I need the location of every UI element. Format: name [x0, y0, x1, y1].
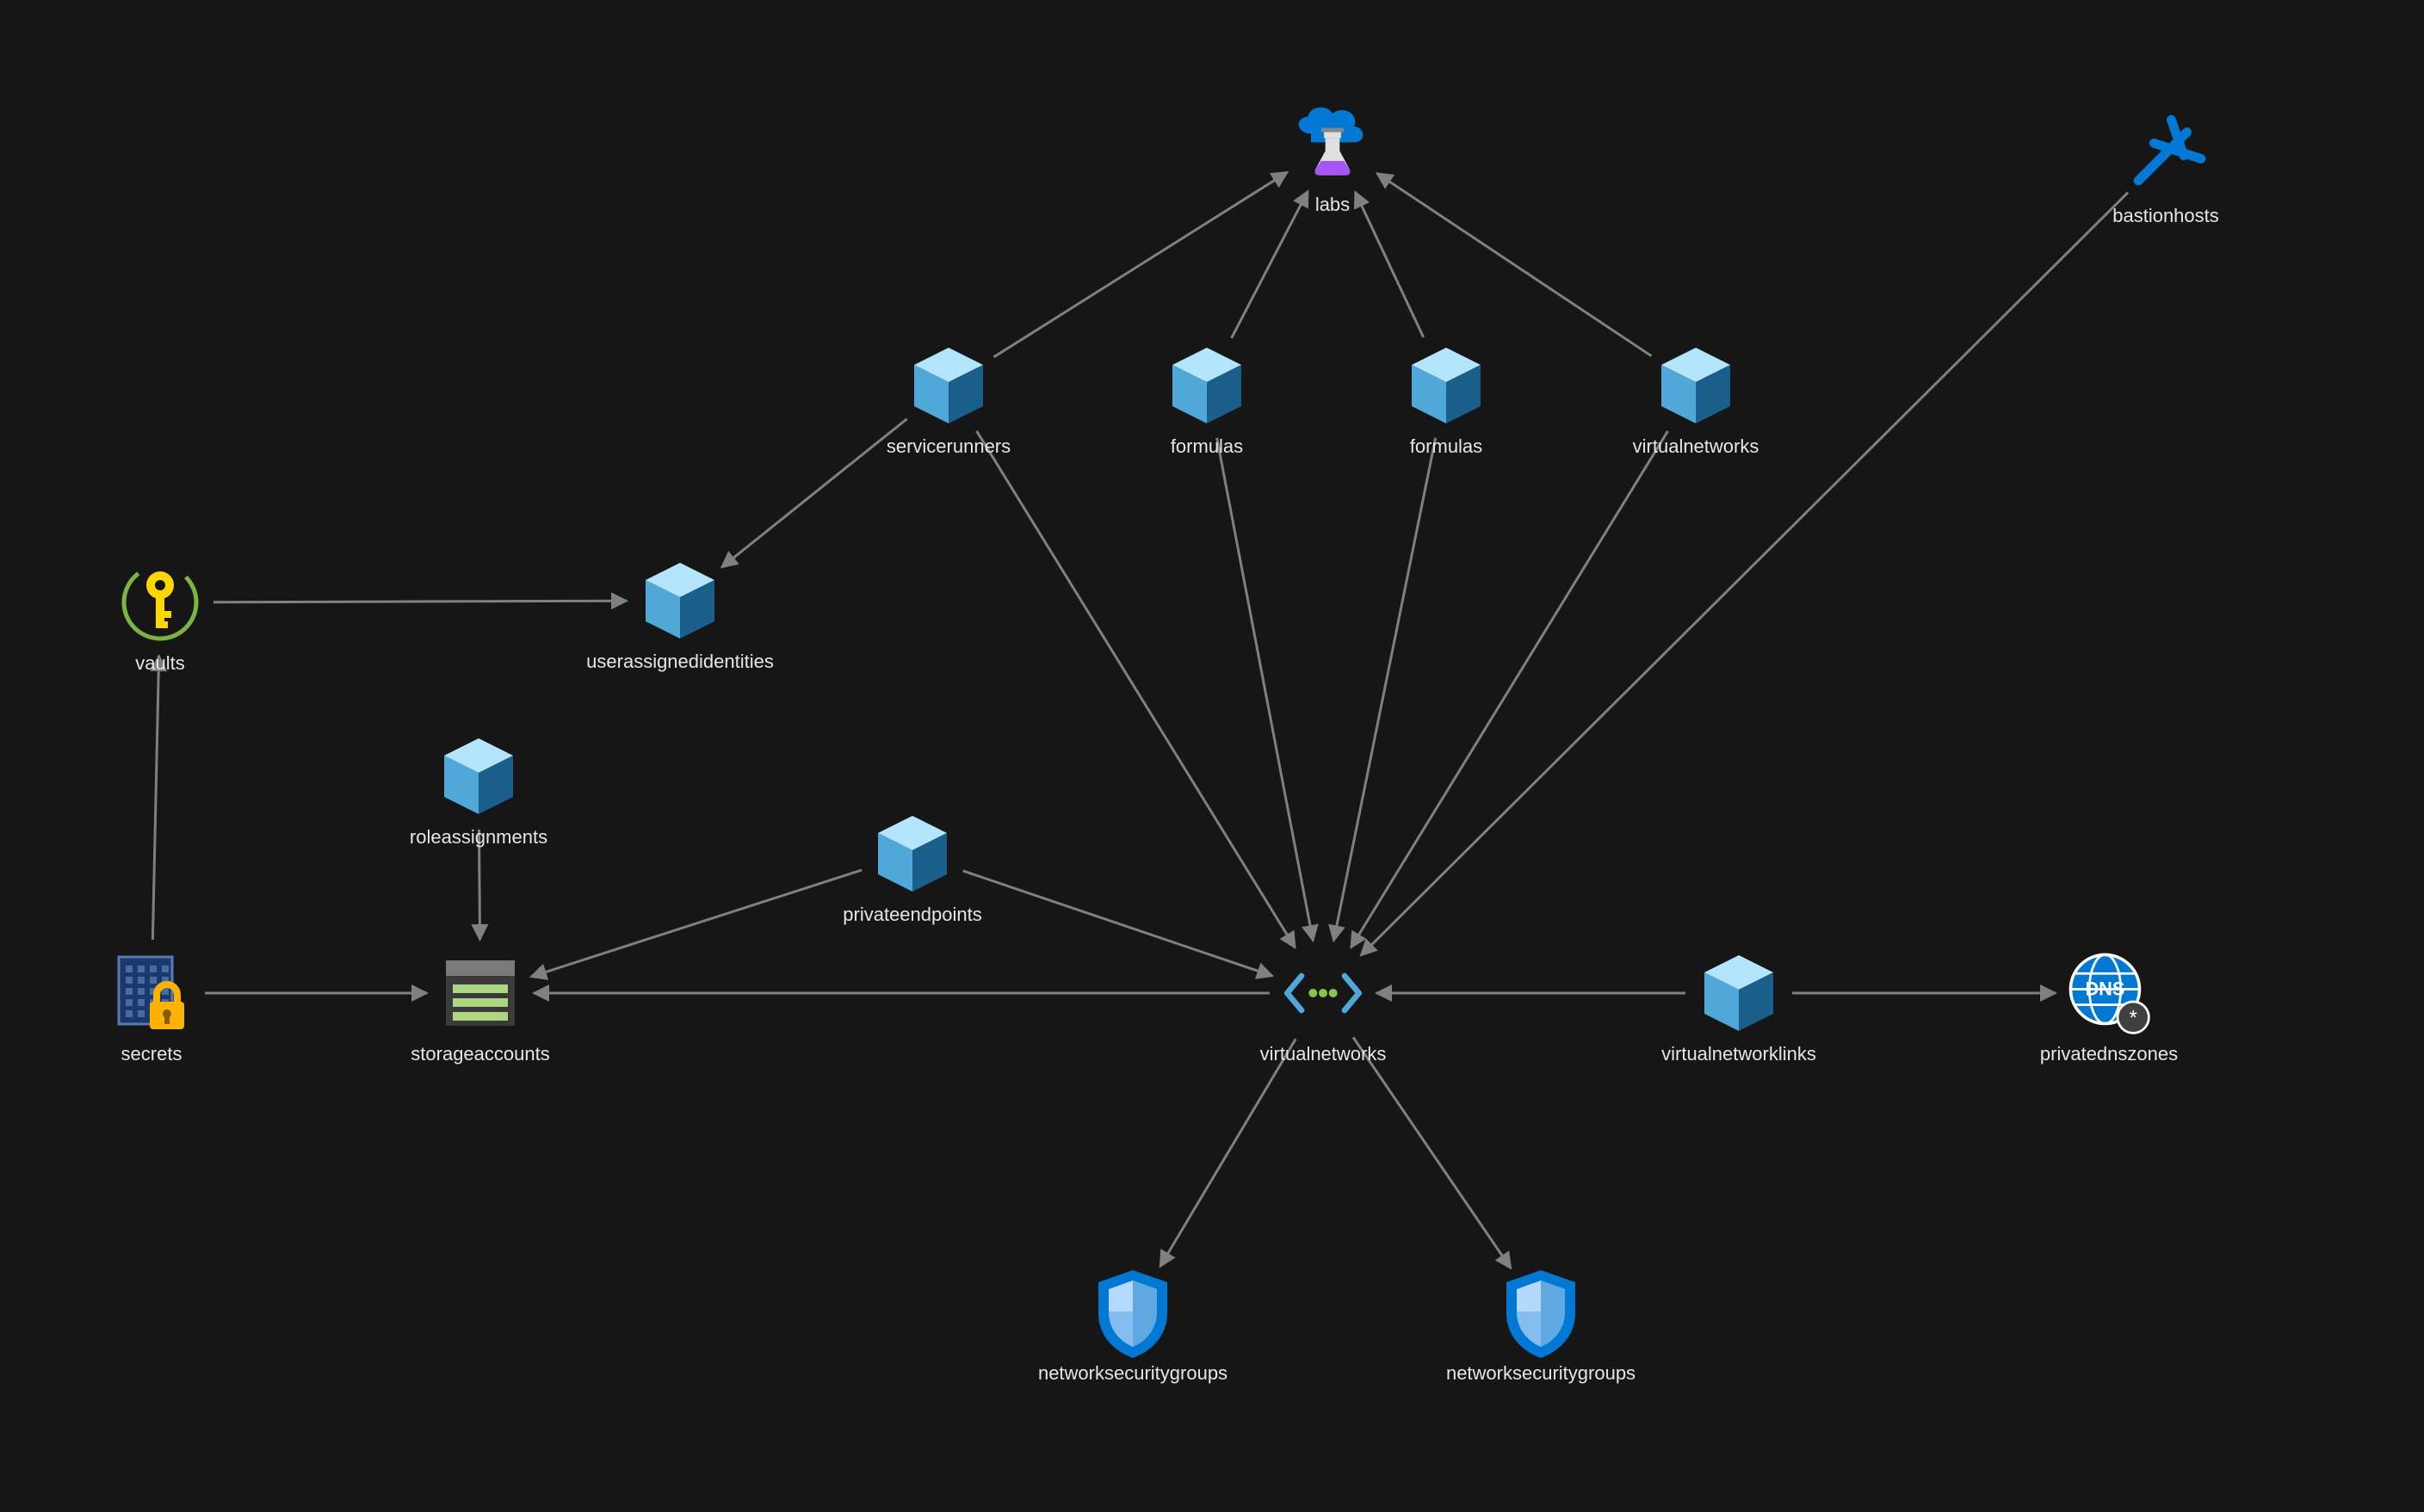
node-label: privateendpoints	[843, 904, 981, 926]
edge	[531, 870, 862, 977]
node-virtualnetworks_mid[interactable]: virtualnetworks	[1246, 950, 1401, 1065]
node-label: formulas	[1410, 435, 1482, 458]
node-virtualnetworks_top[interactable]: virtualnetworks	[1618, 343, 1773, 458]
node-bastionhosts[interactable]: bastionhosts	[2088, 112, 2243, 227]
cube-icon	[436, 733, 522, 819]
cube-icon	[1653, 343, 1739, 429]
edge	[977, 431, 1295, 947]
cube-icon	[1403, 343, 1489, 429]
svg-text:DNS: DNS	[2085, 978, 2124, 1000]
node-label: virtualnetworks	[1260, 1043, 1387, 1065]
node-label: labs	[1315, 194, 1350, 216]
labs-icon	[1289, 101, 1376, 187]
secret-icon	[108, 950, 195, 1036]
vnet-icon	[1280, 950, 1366, 1036]
node-vaults[interactable]: vaults	[83, 559, 238, 675]
svg-text:*: *	[2130, 1007, 2137, 1029]
node-label: privatednszones	[2040, 1043, 2178, 1065]
dns-icon: DNS *	[2066, 950, 2152, 1036]
node-labs[interactable]: labs	[1255, 101, 1410, 216]
node-label: bastionhosts	[2112, 205, 2219, 227]
storage-icon	[437, 950, 523, 1036]
node-label: formulas	[1171, 435, 1243, 458]
node-servicerunners[interactable]: servicerunners	[871, 343, 1026, 458]
node-userassignedidentities[interactable]: userassignedidentities	[603, 558, 758, 673]
node-secrets[interactable]: secrets	[74, 950, 229, 1065]
node-label: virtualnetworklinks	[1661, 1043, 1816, 1065]
node-storageaccounts[interactable]: storageaccounts	[403, 950, 558, 1065]
node-privatednszones[interactable]: DNS * privatednszones	[2031, 950, 2186, 1065]
node-label: networksecuritygroups	[1446, 1362, 1636, 1385]
node-roleassignments[interactable]: roleassignments	[401, 733, 556, 849]
edge	[963, 871, 1273, 976]
node-nsg1[interactable]: networksecuritygroups	[1055, 1269, 1210, 1385]
edge	[1333, 438, 1435, 941]
node-label: storageaccounts	[411, 1043, 549, 1065]
cube-icon	[637, 558, 723, 644]
node-label: networksecuritygroups	[1038, 1362, 1227, 1385]
cube-icon	[1696, 950, 1782, 1036]
cube-icon	[1164, 343, 1250, 429]
node-label: virtualnetworks	[1633, 435, 1759, 458]
edge	[213, 601, 627, 602]
node-label: roleassignments	[410, 826, 547, 849]
edges-layer	[0, 0, 2424, 1512]
edge	[1351, 431, 1667, 947]
node-nsg2[interactable]: networksecuritygroups	[1463, 1269, 1618, 1385]
shield-icon	[1498, 1269, 1584, 1355]
edge	[1353, 1037, 1511, 1268]
edge	[1361, 193, 2128, 956]
vault-icon	[117, 559, 203, 645]
node-label: servicerunners	[887, 435, 1011, 458]
node-formulas1[interactable]: formulas	[1129, 343, 1284, 458]
cube-icon	[906, 343, 992, 429]
node-label: userassignedidentities	[586, 651, 774, 673]
edge	[1377, 173, 1652, 355]
node-formulas2[interactable]: formulas	[1369, 343, 1524, 458]
edge	[152, 656, 158, 940]
node-virtualnetworklinks[interactable]: virtualnetworklinks	[1661, 950, 1816, 1065]
bastion-icon	[2123, 112, 2209, 198]
shield-icon	[1090, 1269, 1176, 1355]
edge	[1160, 1039, 1296, 1266]
node-privateendpoints[interactable]: privateendpoints	[835, 811, 990, 926]
cube-icon	[869, 811, 955, 897]
node-label: secrets	[121, 1043, 182, 1065]
edge	[1217, 438, 1314, 941]
edge	[993, 172, 1287, 357]
architecture-diagram: labs servicerunners formulas formulas vi…	[0, 0, 2424, 1512]
node-label: vaults	[135, 652, 184, 675]
